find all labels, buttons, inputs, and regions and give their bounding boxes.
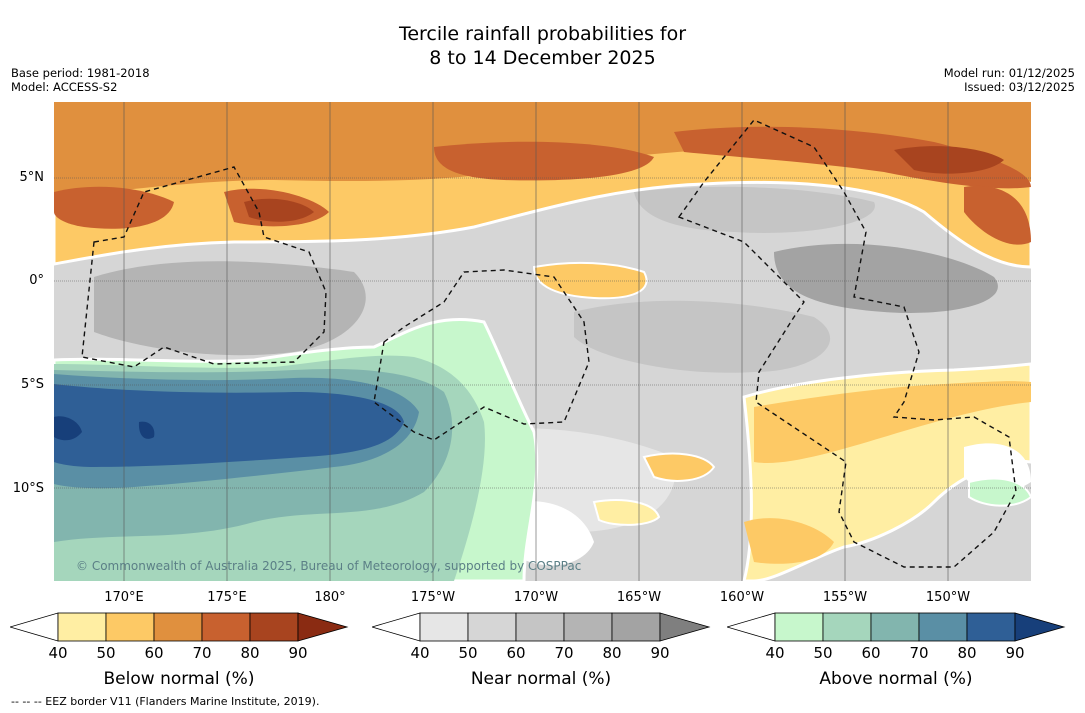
title-line-1: Tercile rainfall probabilities for: [398, 23, 687, 45]
lon-label: 160°W: [719, 590, 765, 605]
lon-label: 155°W: [822, 590, 868, 605]
cb-tick: 60: [861, 644, 881, 662]
above-normal-band-80: [54, 384, 404, 467]
cb-tick: 90: [288, 644, 308, 662]
below-normal-band-70: [54, 186, 174, 229]
colorbar-above-normal: [727, 612, 1066, 642]
cb-tick: 40: [48, 644, 68, 662]
colorbar-cell: [419, 612, 469, 642]
below-normal-patch: [532, 261, 648, 300]
colorbar-cell: [918, 612, 968, 642]
near-normal-patch: [574, 300, 831, 373]
below-normal-patch: [592, 499, 661, 526]
colorbar-cell: [515, 612, 565, 642]
colorbar-near-normal: [372, 612, 711, 642]
footer-note: -- -- -- EEZ border V11 (Flanders Marine…: [11, 695, 320, 708]
lon-label: 170°E: [104, 590, 144, 605]
model-run: Model run: 01/12/2025: [943, 66, 1075, 80]
colorbar-extend-low: [10, 612, 59, 642]
colorbar-cell: [774, 612, 824, 642]
title-line-2: 8 to 14 December 2025: [429, 47, 656, 69]
meta-left: Base period: 1981-2018 Model: ACCESS-S2: [11, 66, 150, 94]
colorbar-cell: [966, 612, 1016, 642]
eez-borders: [81, 119, 1017, 568]
below-normal-band-50: [754, 381, 1031, 463]
cb-tick: 90: [1005, 644, 1025, 662]
colorbar-extend-high: [297, 612, 349, 642]
cb-tick: 70: [554, 644, 574, 662]
cb-tick: 50: [96, 644, 116, 662]
colorbar-cell: [467, 612, 517, 642]
colorbar-cell: [563, 612, 613, 642]
near-normal-patch: [634, 186, 875, 233]
colorbar-extend-low: [727, 612, 776, 642]
colorbar-extend-high: [1014, 612, 1066, 642]
issued-date: Issued: 03/12/2025: [964, 80, 1075, 94]
graticule: [54, 102, 1031, 581]
eez-border: [677, 119, 1017, 568]
near-normal-patch: [774, 243, 998, 313]
above-normal-band-90: [138, 421, 155, 439]
model-name: Model: ACCESS-S2: [11, 80, 118, 94]
rainfall-map: © Commonwealth of Australia 2025, Bureau…: [54, 102, 1031, 581]
below-normal-band-70: [964, 185, 1031, 245]
cb-tick: 60: [144, 644, 164, 662]
lon-label: 180°: [314, 590, 346, 605]
below-normal-patch: [642, 452, 716, 482]
cb-tick: 60: [506, 644, 526, 662]
lat-label-5s: 5°S: [20, 377, 44, 392]
eez-border: [81, 166, 327, 368]
below-normal-band-50: [744, 518, 834, 564]
colorbar-cell: [105, 612, 155, 642]
cb-tick: 80: [602, 644, 622, 662]
lon-label: 150°W: [925, 590, 971, 605]
cb-tick: 80: [240, 644, 260, 662]
colorbar-cell: [870, 612, 920, 642]
colorbar-title-below: Below normal (%): [103, 669, 255, 689]
cb-tick: 40: [765, 644, 785, 662]
above-normal-patch: [968, 477, 1031, 507]
lon-label: 165°W: [616, 590, 662, 605]
cb-tick: 70: [192, 644, 212, 662]
colorbar-cell: [57, 612, 107, 642]
lon-label: 170°W: [513, 590, 559, 605]
meta-right: Model run: 01/12/2025 Issued: 03/12/2025: [944, 66, 1075, 94]
below-normal-band-80: [894, 146, 1004, 174]
lat-label-10s: 10°S: [12, 481, 44, 496]
chart-title: Tercile rainfall probabilities for 8 to …: [0, 22, 1085, 70]
below-normal-band-80: [244, 198, 314, 222]
lon-label: 175°E: [207, 590, 247, 605]
lat-label-5n: 5°N: [19, 170, 45, 185]
colorbar-cell: [153, 612, 203, 642]
near-normal-patch: [94, 261, 366, 356]
colorbar-cell: [611, 612, 661, 642]
cb-tick: 70: [909, 644, 929, 662]
cb-tick: 90: [650, 644, 670, 662]
colorbar-below-normal: [10, 612, 349, 642]
eez-border: [373, 269, 590, 441]
cb-tick: 50: [458, 644, 478, 662]
base-period: Base period: 1981-2018: [11, 66, 150, 80]
lat-label-0: 0°: [29, 273, 44, 288]
colorbar-title-above: Above normal (%): [819, 669, 973, 689]
above-normal-band-90: [54, 416, 82, 441]
colorbar-cell: [822, 612, 872, 642]
cb-tick: 80: [957, 644, 977, 662]
cb-tick: 40: [410, 644, 430, 662]
cb-tick: 50: [813, 644, 833, 662]
lon-label: 175°W: [410, 590, 456, 605]
colorbar-extend-high: [659, 612, 711, 642]
copyright-text: © Commonwealth of Australia 2025, Bureau…: [76, 559, 581, 573]
below-normal-band-70: [434, 141, 654, 181]
colorbar-title-near: Near normal (%): [470, 669, 612, 689]
colorbar-cell: [249, 612, 299, 642]
colorbar-cell: [201, 612, 251, 642]
colorbar-extend-low: [372, 612, 421, 642]
